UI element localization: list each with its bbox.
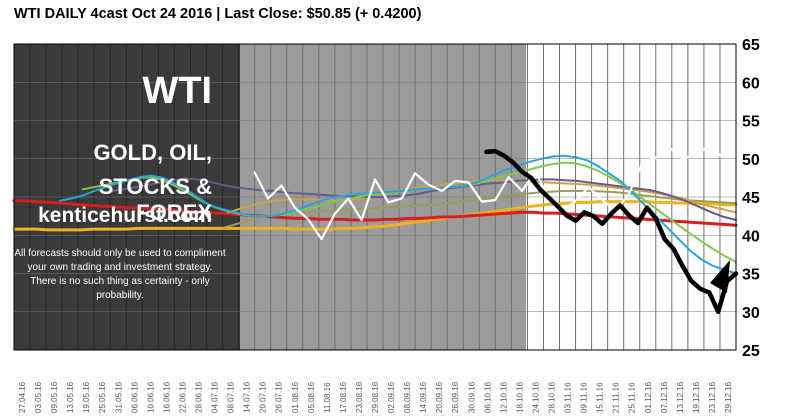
x-tick-label: 09.05.16	[50, 381, 59, 413]
x-tick-label: 13.12.16	[676, 381, 685, 413]
y-axis-tick-labels: 25 30 35 40 45 50 55 60 65	[742, 37, 760, 360]
x-tick-label: 24.10.16	[531, 381, 540, 413]
x-tick-label: 29.12.16	[724, 381, 733, 413]
x-tick-label: 08.09.16	[403, 381, 412, 413]
x-tick-label: 25.05.16	[98, 381, 107, 413]
x-tick-label: 26.07.16	[275, 381, 284, 413]
series-line	[12, 200, 738, 232]
x-tick-label: 20.09.16	[435, 381, 444, 413]
x-tick-label: 28.06.16	[195, 381, 204, 413]
series-lines	[12, 144, 739, 315]
x-tick-label: 09.11.16	[580, 382, 589, 413]
x-tick-label: 08.07.16	[227, 381, 236, 413]
x-tick-label: 03.11.16	[564, 382, 573, 413]
x-tick-label: 30.09.16	[467, 381, 476, 413]
x-axis-tick-labels: 27.04.16 03.05.16 09.05.16 13.05.16 19.05.16…	[18, 381, 733, 413]
x-tick-label: 01.08.16	[291, 381, 300, 413]
x-tick-label: 19.12.16	[692, 381, 701, 413]
y-tick-label: 45	[742, 190, 760, 207]
x-tick-label: 12.10.16	[499, 381, 508, 413]
x-tick-label: 10.06.16	[146, 381, 155, 413]
brand-line-2: STOCKS & FOREX	[98, 174, 212, 225]
x-tick-label: 20.07.16	[259, 381, 268, 413]
series-line	[484, 148, 739, 315]
x-tick-label: 17.08.16	[339, 381, 348, 413]
x-tick-label: 06.10.16	[483, 381, 492, 413]
series-line	[12, 199, 738, 227]
y-tick-label: 35	[742, 267, 760, 284]
disclaimer-text: All forecasts should only be used to com…	[14, 248, 226, 301]
x-tick-label: 31.05.16	[114, 381, 123, 413]
y-tick-label: 40	[742, 228, 760, 245]
brand-website: kenticehurst.com	[38, 204, 212, 227]
forecast-arrow-icon	[710, 260, 730, 293]
x-tick-label: 29.08.16	[371, 381, 380, 413]
x-tick-label: 11.08.16	[323, 382, 332, 413]
x-tick-label: 19.05.16	[82, 381, 91, 413]
y-tick-label: 30	[742, 305, 760, 322]
y-tick-label: 25	[742, 343, 760, 360]
x-tick-label: 23.08.16	[355, 381, 364, 413]
x-tick-label: 02.09.16	[387, 381, 396, 413]
x-tick-label: 14.07.16	[243, 381, 252, 413]
x-tick-label: 28.10.16	[547, 381, 556, 413]
x-tick-label: 16.06.16	[162, 381, 171, 413]
x-tick-label: 07.12.16	[660, 381, 669, 413]
x-tick-label: 14.09.16	[419, 381, 428, 413]
brand-title: WTI	[142, 70, 212, 112]
x-tick-label: 15.11.16	[596, 382, 605, 413]
x-tick-label: 18.10.16	[515, 381, 524, 413]
y-tick-label: 60	[742, 75, 760, 92]
x-tick-label: 23.12.16	[708, 381, 717, 413]
x-tick-label: 26.09.16	[451, 381, 460, 413]
x-tick-label: 06.06.16	[130, 381, 139, 413]
x-tick-label: 13.05.16	[66, 381, 75, 413]
x-tick-label: 25.11.16	[628, 382, 637, 413]
y-tick-label: 50	[742, 152, 760, 169]
series-line	[253, 144, 738, 241]
y-tick-label: 55	[742, 114, 760, 131]
series-line	[58, 154, 737, 275]
x-tick-label: 27.04.16	[18, 381, 27, 413]
x-tick-label: 03.05.16	[34, 381, 43, 413]
x-tick-label: 05.08.16	[307, 381, 316, 413]
y-tick-label: 65	[742, 37, 760, 54]
x-tick-label: 22.06.16	[178, 381, 187, 413]
x-tick-label: 01.12.16	[644, 381, 653, 413]
x-tick-label: 21.11.16	[612, 382, 621, 413]
plot-border	[13, 43, 737, 351]
brand-line-1: GOLD, OIL,	[93, 140, 212, 165]
chart-title: WTI DAILY 4cast Oct 24 2016 | Last Close…	[14, 6, 422, 22]
x-tick-label: 04.07.16	[211, 381, 220, 413]
